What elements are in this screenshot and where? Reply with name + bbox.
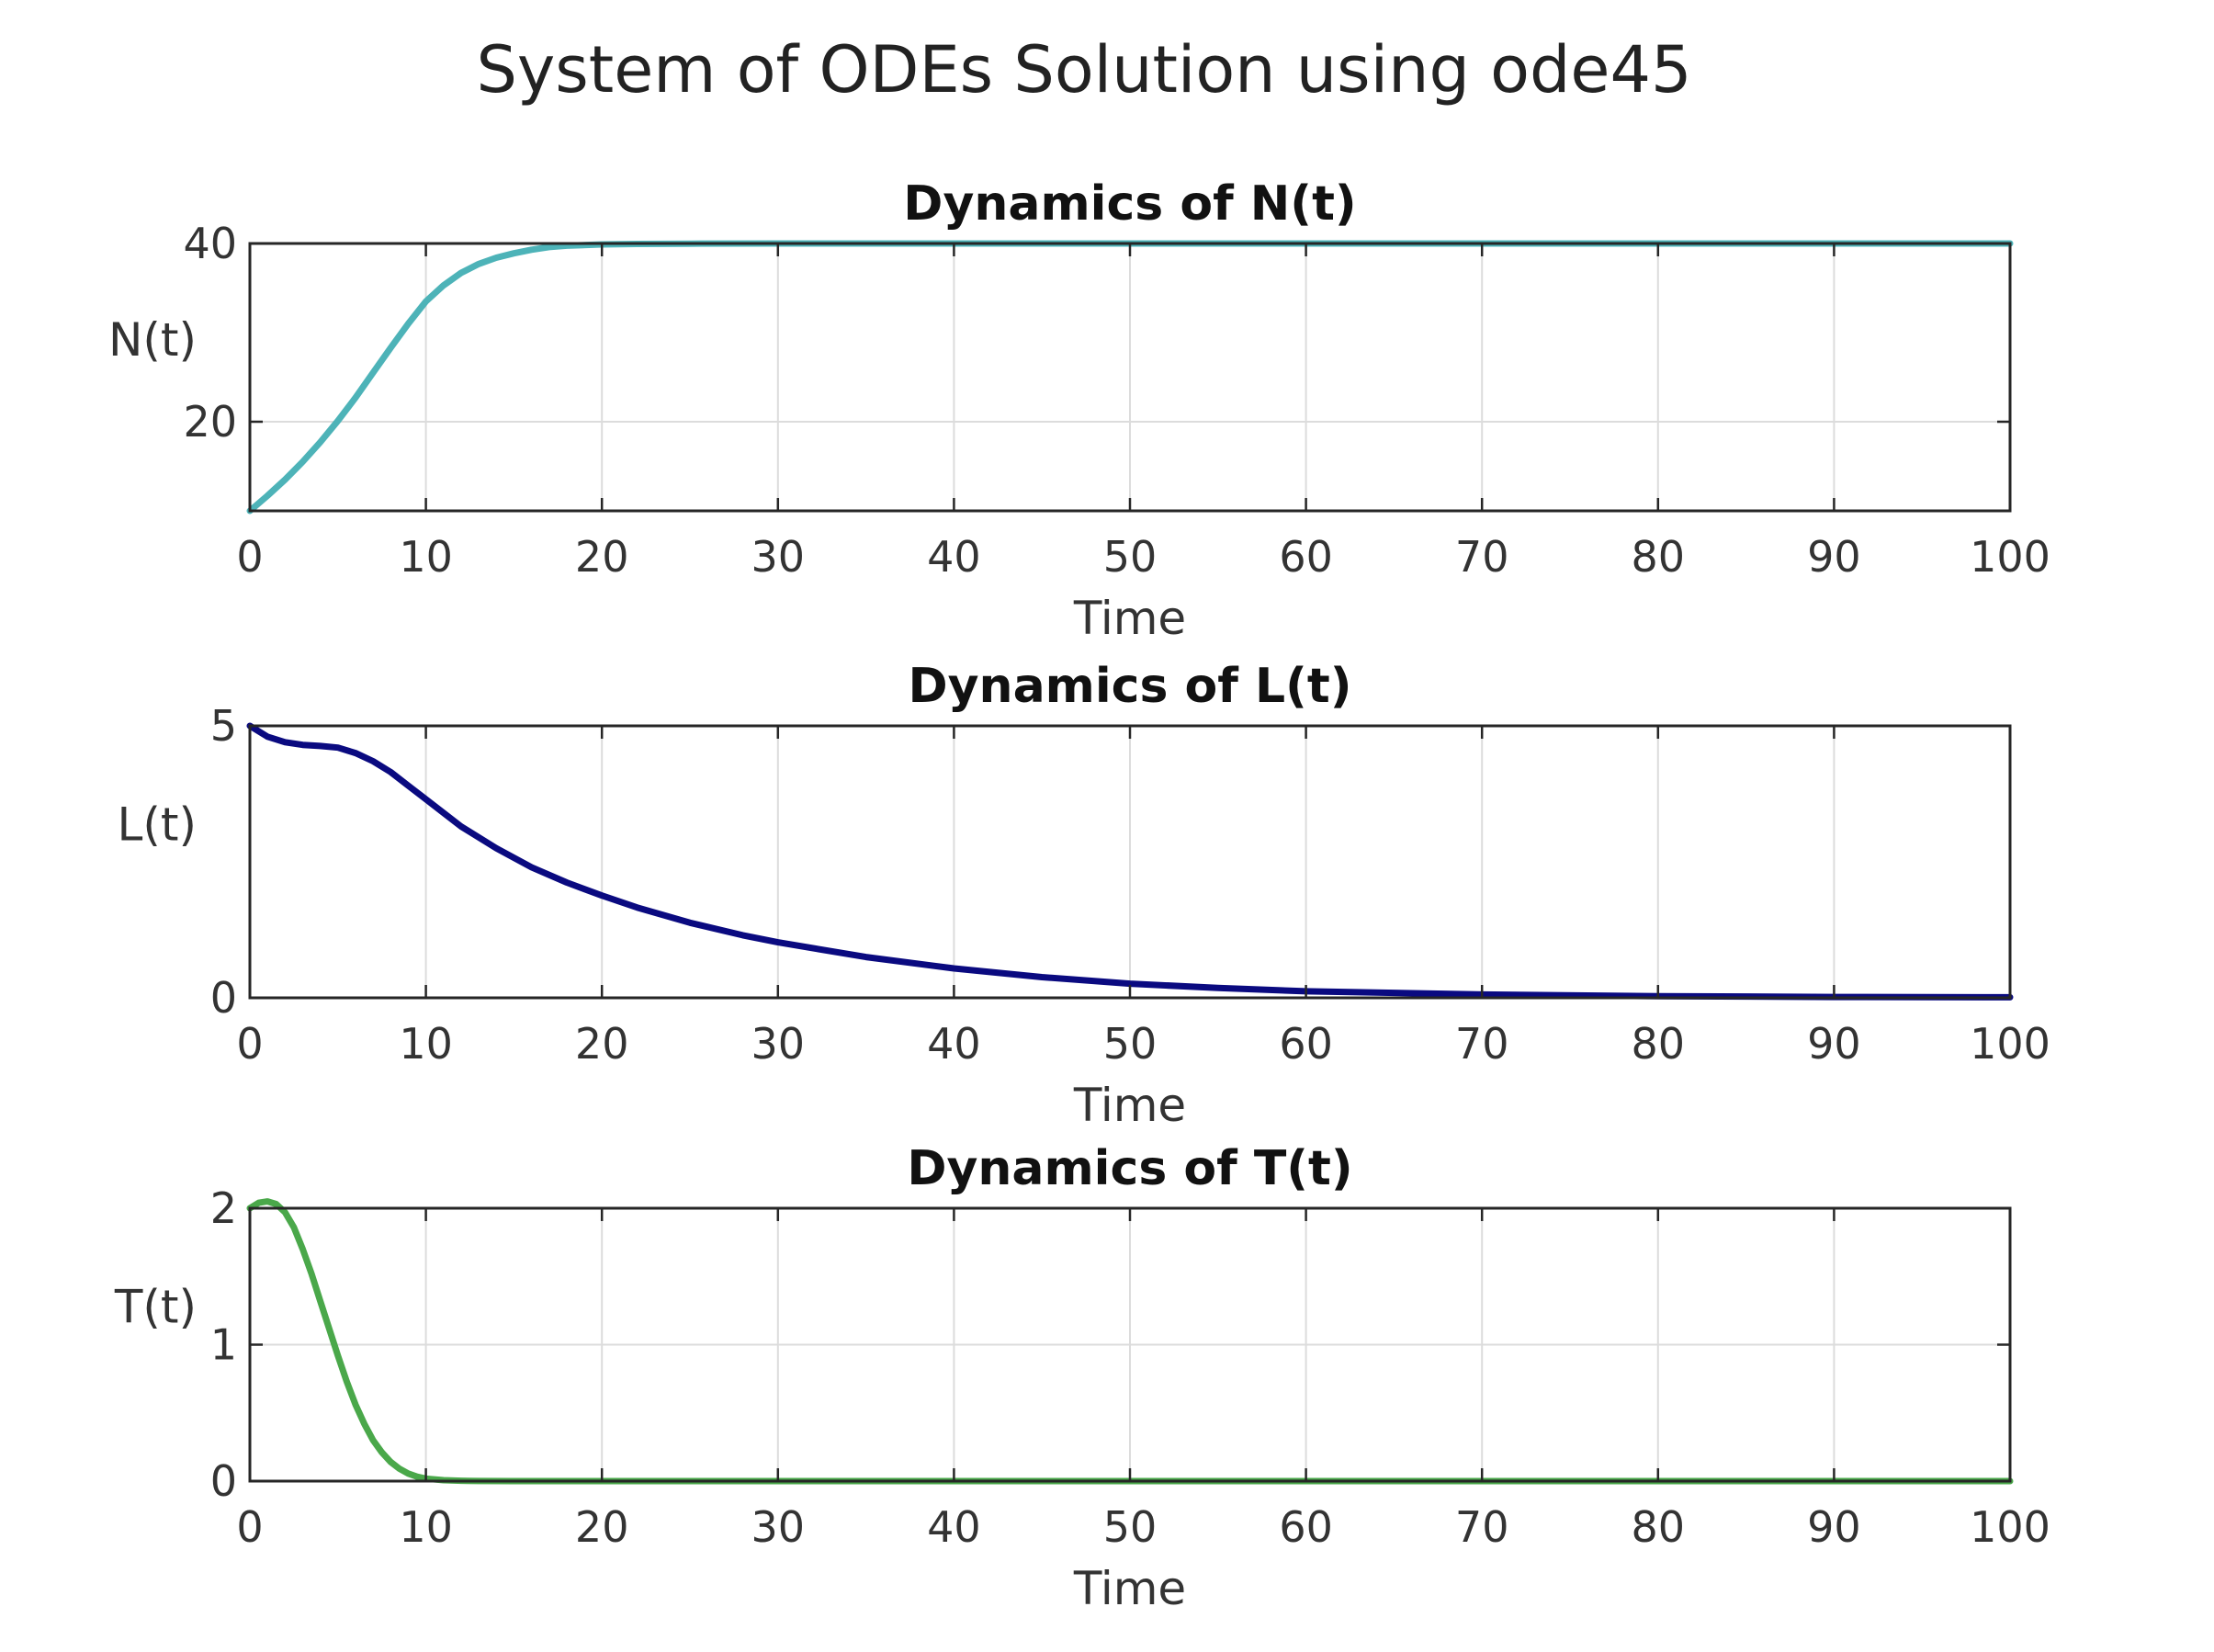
x-axis-label: Time bbox=[1073, 1079, 1186, 1132]
y-tick-label: 5 bbox=[210, 701, 237, 751]
x-tick-label: 90 bbox=[1807, 532, 1861, 582]
y-tick-label: 2 bbox=[210, 1183, 237, 1233]
x-tick-label: 100 bbox=[1970, 532, 2050, 582]
series-line-2 bbox=[246, 722, 2014, 1001]
x-tick-label: 30 bbox=[751, 1019, 806, 1069]
y-tick-label: 0 bbox=[210, 973, 237, 1023]
x-tick-label: 60 bbox=[1279, 532, 1333, 582]
y-axis-label: T(t) bbox=[114, 1281, 197, 1334]
x-tick-label: 60 bbox=[1279, 1019, 1333, 1069]
x-tick-label: 70 bbox=[1455, 1019, 1509, 1069]
x-tick-label: 10 bbox=[399, 1502, 453, 1552]
x-tick-label: 30 bbox=[751, 532, 806, 582]
x-tick-label: 80 bbox=[1632, 532, 1686, 582]
x-tick-label: 60 bbox=[1279, 1502, 1333, 1552]
subplot-title: Dynamics of T(t) bbox=[907, 1141, 1352, 1196]
x-tick-label: 30 bbox=[751, 1502, 806, 1552]
y-axis-label: N(t) bbox=[108, 313, 197, 367]
subplot-title: Dynamics of N(t) bbox=[903, 176, 1356, 232]
y-tick-label: 1 bbox=[210, 1320, 237, 1370]
x-tick-label: 90 bbox=[1807, 1019, 1861, 1069]
subplot-3: 0 10 20 30 40 50 60 70 80 90 100 0 1 2 Dynamics of T(t… bbox=[114, 1141, 2050, 1615]
x-tick-label: 50 bbox=[1103, 1502, 1158, 1552]
x-tick-label: 40 bbox=[927, 1019, 981, 1069]
x-axis-label: Time bbox=[1073, 592, 1186, 645]
x-tick-label: 100 bbox=[1970, 1502, 2050, 1552]
x-axis-label: Time bbox=[1073, 1562, 1186, 1615]
x-tick-label: 10 bbox=[399, 1019, 453, 1069]
y-axis-label: L(t) bbox=[118, 798, 197, 851]
x-tick-label: 0 bbox=[236, 532, 263, 582]
x-tick-label: 0 bbox=[236, 1502, 263, 1552]
x-tick-label: 90 bbox=[1807, 1502, 1861, 1552]
subplot-2: 0 10 20 30 40 50 60 70 80 90 100 0 5 Dynamics of L(t)… bbox=[118, 659, 2050, 1132]
x-tick-label: 80 bbox=[1632, 1502, 1686, 1552]
x-tick-label: 20 bbox=[575, 1019, 629, 1069]
x-tick-label: 0 bbox=[236, 1019, 263, 1069]
x-tick-label: 50 bbox=[1103, 1019, 1158, 1069]
x-tick-label: 20 bbox=[575, 1502, 629, 1552]
subplot-1: 0 10 20 30 40 50 60 70 80 90 100 20 40 Dynamics of N(… bbox=[108, 176, 2050, 645]
x-tick-label: 10 bbox=[399, 532, 453, 582]
y-tick-label: 40 bbox=[183, 219, 237, 268]
x-tick-label: 70 bbox=[1455, 1502, 1509, 1552]
y-tick-label: 20 bbox=[183, 397, 237, 447]
x-tick-label: 80 bbox=[1632, 1019, 1686, 1069]
y-tick-label: 0 bbox=[210, 1456, 237, 1506]
x-tick-label: 70 bbox=[1455, 532, 1509, 582]
subplot-title: Dynamics of L(t) bbox=[908, 659, 1351, 714]
x-tick-label: 20 bbox=[575, 532, 629, 582]
x-tick-label: 40 bbox=[927, 1502, 981, 1552]
x-tick-label: 100 bbox=[1970, 1019, 2050, 1069]
figure-title: System of ODEs Solution using ode45 bbox=[476, 32, 1691, 107]
x-tick-label: 40 bbox=[927, 532, 981, 582]
x-tick-label: 50 bbox=[1103, 532, 1158, 582]
